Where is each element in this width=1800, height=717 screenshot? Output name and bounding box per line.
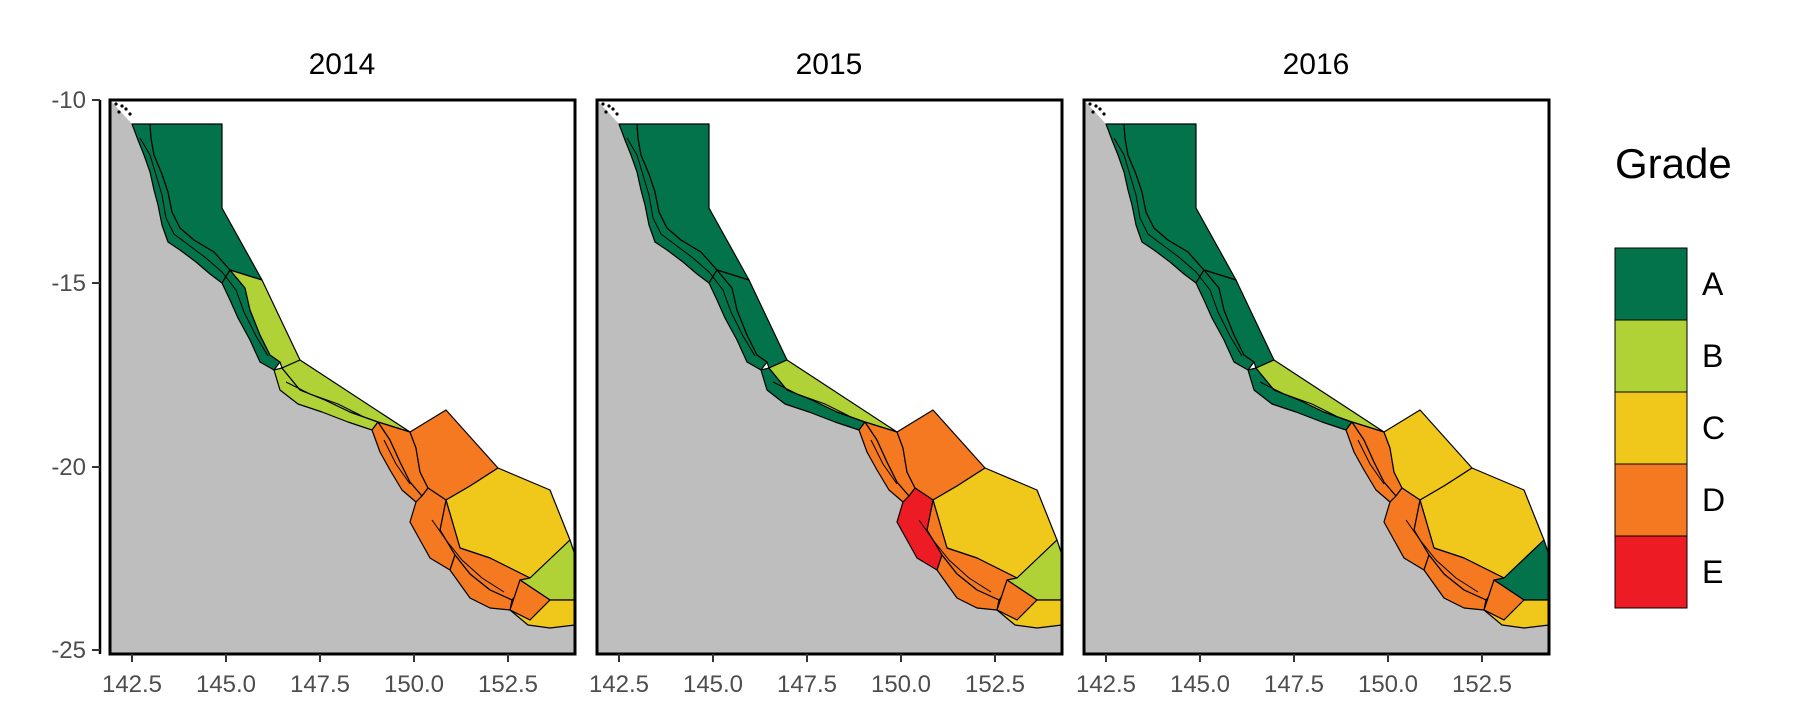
coastline-contour bbox=[918, 519, 992, 593]
y-tick-label: -20 bbox=[51, 454, 86, 481]
region-z3b-grade-b bbox=[1255, 359, 1385, 433]
legend-label-a: A bbox=[1702, 266, 1724, 302]
region-z3b-grade-b bbox=[768, 359, 898, 433]
x-tick-label: 142.5 bbox=[589, 671, 649, 698]
island-dot bbox=[124, 107, 128, 111]
x-axis: 142.5 145.0 147.5 150.0 152.5 bbox=[1076, 654, 1512, 698]
region-z6c-grade-d bbox=[936, 554, 1000, 611]
legend-swatch-c bbox=[1614, 391, 1688, 465]
coastline-contour bbox=[383, 439, 411, 485]
legend-swatch-b bbox=[1614, 319, 1688, 393]
x-tick-label: 142.5 bbox=[102, 671, 162, 698]
land-mass bbox=[110, 100, 575, 654]
coastline-contour bbox=[870, 439, 898, 485]
region-z7-grade-c bbox=[509, 599, 575, 629]
island-dot bbox=[1091, 110, 1095, 114]
x-tick-label: 145.0 bbox=[1170, 671, 1230, 698]
panel-2016: 2016 142.5 145.0 147.5 150.0 152.5 bbox=[1076, 48, 1551, 698]
x-tick-label: 145.0 bbox=[196, 671, 256, 698]
legend-swatch-e bbox=[1614, 535, 1688, 609]
island-dot bbox=[607, 104, 611, 108]
region-z1b-grade-a bbox=[1123, 123, 1237, 281]
coastline-contour bbox=[626, 137, 756, 357]
panel-frame bbox=[108, 98, 577, 656]
legend-label-d: D bbox=[1702, 482, 1725, 518]
panel-title: 2016 bbox=[1283, 48, 1350, 81]
x-tick-label: 145.0 bbox=[683, 671, 743, 698]
legend-swatch-a bbox=[1614, 247, 1688, 321]
land-mass bbox=[597, 100, 1062, 654]
island-dot bbox=[1102, 112, 1106, 116]
region-z2b-grade-b bbox=[229, 269, 301, 369]
legend-label-c: C bbox=[1702, 410, 1725, 446]
panel-2014: 2014 142.5 145.0 147.5 150.0 152.5 bbox=[102, 48, 577, 698]
x-tick-label: 150.0 bbox=[871, 671, 931, 698]
legend-label-e: E bbox=[1702, 554, 1723, 590]
coastline-contour bbox=[431, 519, 505, 593]
panel-title: 2014 bbox=[309, 48, 376, 81]
island-dot bbox=[128, 112, 132, 116]
x-tick-label: 147.5 bbox=[290, 671, 350, 698]
island-dot bbox=[114, 102, 118, 106]
x-axis: 142.5 145.0 147.5 150.0 152.5 bbox=[102, 654, 538, 698]
island-dot bbox=[601, 102, 605, 106]
x-tick-label: 142.5 bbox=[1076, 671, 1136, 698]
island-dot bbox=[1088, 102, 1092, 106]
region-z7-grade-c bbox=[1483, 599, 1549, 629]
coastline-contour bbox=[1357, 439, 1385, 485]
island-dot bbox=[117, 110, 121, 114]
y-tick-label: -25 bbox=[51, 637, 86, 664]
legend-swatch-d bbox=[1614, 463, 1688, 537]
x-tick-label: 152.5 bbox=[1452, 671, 1512, 698]
legend-label-b: B bbox=[1702, 338, 1723, 374]
y-tick-label: -10 bbox=[51, 87, 86, 114]
island-dot bbox=[1094, 104, 1098, 108]
y-axis: -10 -15 -20 -25 bbox=[51, 87, 102, 664]
region-z6c-grade-d bbox=[449, 554, 513, 611]
region-z1b-grade-a bbox=[636, 123, 750, 281]
coastline-contour bbox=[1113, 137, 1243, 357]
land-mass bbox=[1084, 100, 1549, 654]
island-dot bbox=[604, 110, 608, 114]
x-tick-label: 150.0 bbox=[1358, 671, 1418, 698]
island-dot bbox=[611, 107, 615, 111]
island-dot bbox=[120, 104, 124, 108]
coastline-contour bbox=[1405, 519, 1479, 593]
region-z2b-grade-a bbox=[1203, 269, 1275, 369]
region-z6c-grade-d bbox=[1423, 554, 1487, 611]
legend-title: Grade bbox=[1615, 140, 1732, 187]
region-z2b-grade-a bbox=[716, 269, 788, 369]
coastline-contour bbox=[285, 381, 363, 417]
x-tick-label: 147.5 bbox=[777, 671, 837, 698]
coastline-contour bbox=[1259, 381, 1337, 417]
region-z7-grade-c bbox=[996, 599, 1062, 629]
coastline-contour bbox=[139, 137, 269, 357]
y-tick-label: -15 bbox=[51, 270, 86, 297]
region-z3b-grade-b bbox=[281, 359, 411, 433]
island-dot bbox=[615, 112, 619, 116]
x-tick-label: 147.5 bbox=[1264, 671, 1324, 698]
region-z1b-grade-a bbox=[149, 123, 263, 281]
x-tick-label: 150.0 bbox=[384, 671, 444, 698]
panel-frame bbox=[1082, 98, 1551, 656]
x-tick-label: 152.5 bbox=[965, 671, 1025, 698]
x-tick-label: 152.5 bbox=[478, 671, 538, 698]
coastline-contour bbox=[772, 381, 850, 417]
island-dot bbox=[1098, 107, 1102, 111]
x-axis: 142.5 145.0 147.5 150.0 152.5 bbox=[589, 654, 1025, 698]
panel-2015: 2015 142.5 145.0 147.5 150.0 152.5 bbox=[589, 48, 1064, 698]
panel-title: 2015 bbox=[796, 48, 863, 81]
panel-frame bbox=[595, 98, 1064, 656]
